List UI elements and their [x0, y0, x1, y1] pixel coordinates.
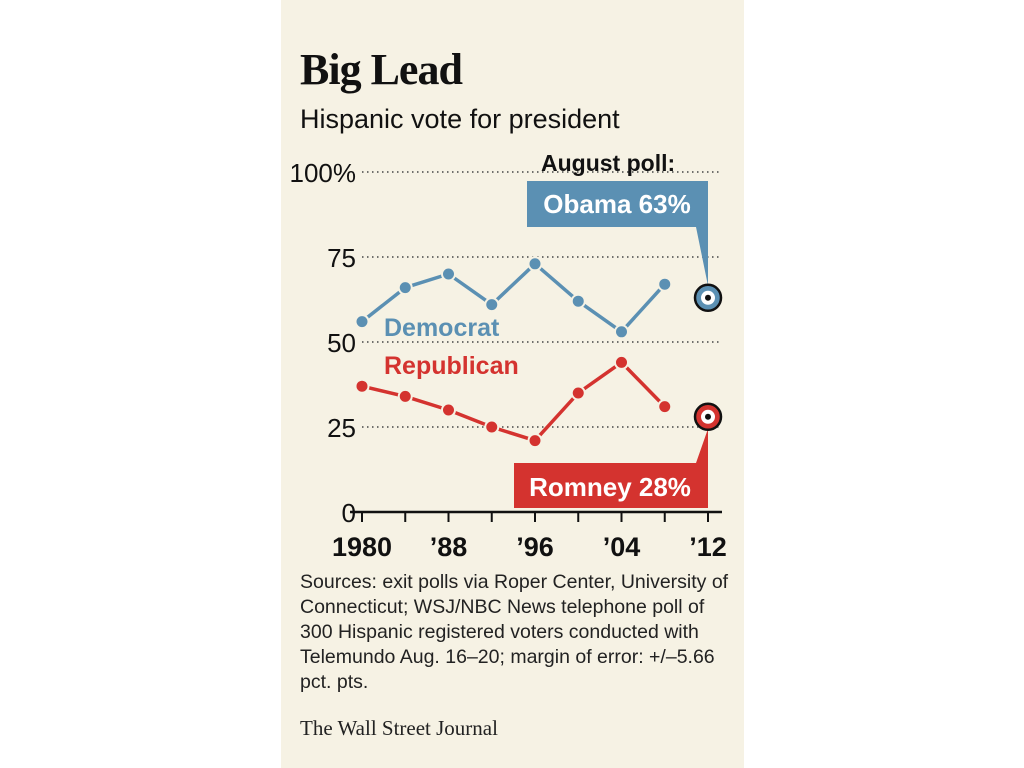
data-point	[354, 314, 370, 330]
x-tick-label: 1980	[332, 532, 392, 562]
credit: The Wall Street Journal	[300, 716, 498, 740]
data-point	[397, 388, 413, 404]
highlight-dot	[705, 413, 711, 420]
chart-title: Big Lead	[300, 45, 463, 94]
data-point	[614, 324, 629, 340]
data-point	[441, 266, 456, 282]
series-layer: Democrat Republican	[354, 256, 673, 449]
data-point	[441, 402, 456, 418]
x-tick-label: ’88	[430, 532, 468, 562]
x-axis: 1980 ’88 ’96 ’04 ’12	[332, 510, 727, 562]
y-tick-label: 0	[342, 498, 356, 528]
y-tick-label: 25	[327, 413, 356, 443]
callout-label-obama: Obama 63%	[543, 189, 690, 219]
x-tick-label: ’12	[689, 532, 727, 562]
data-point	[614, 354, 629, 370]
callout-label-romney: Romney 28%	[529, 472, 691, 502]
data-point	[527, 256, 543, 272]
highlight-point-obama	[693, 283, 723, 313]
callouts-layer: August poll: Obama 63% Romney 28%	[514, 150, 723, 508]
y-tick-label: 50	[327, 328, 356, 358]
series-line	[360, 262, 667, 334]
data-point	[657, 399, 673, 415]
data-point	[484, 297, 500, 313]
sources-note: Sources: exit polls via Roper Center, Un…	[300, 571, 729, 693]
highlight-point-romney	[693, 402, 723, 432]
data-point	[657, 276, 673, 292]
series-label-republican: Republican	[384, 352, 519, 380]
callout-box-obama	[527, 181, 708, 286]
y-tick-label: 100%	[290, 158, 357, 188]
x-tick-label: ’96	[516, 532, 554, 562]
data-point	[397, 280, 413, 296]
chart-subtitle: Hispanic vote for president	[300, 104, 620, 134]
series-label-democrat: Democrat	[384, 314, 500, 342]
x-tick-label: ’04	[603, 532, 641, 562]
y-axis: 0 25 50 75 100%	[290, 158, 357, 528]
data-point	[570, 385, 586, 401]
data-point	[570, 293, 586, 309]
callout-box-romney	[514, 428, 708, 508]
y-tick-label: 75	[327, 243, 356, 273]
highlight-dot	[705, 294, 711, 301]
data-point	[354, 378, 370, 394]
gridlines	[362, 171, 722, 428]
series-line	[361, 360, 667, 443]
data-point	[527, 433, 543, 449]
data-point	[484, 419, 500, 435]
poll-heading: August poll:	[541, 150, 675, 176]
